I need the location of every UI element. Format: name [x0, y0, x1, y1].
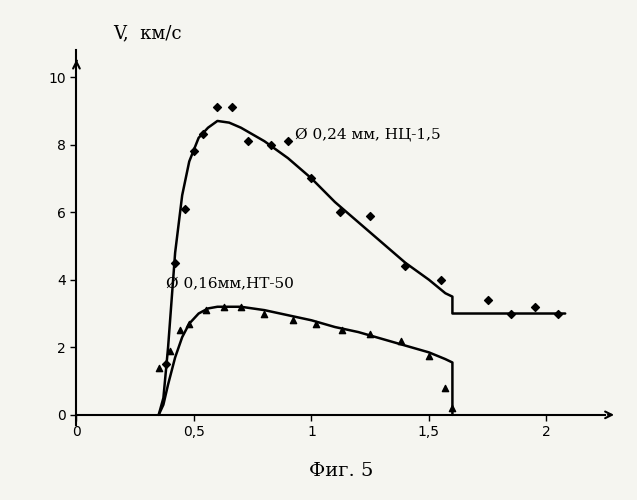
Point	[170, 259, 180, 267]
Point	[175, 326, 185, 334]
Point	[311, 320, 321, 328]
Point	[440, 384, 450, 392]
Point	[396, 336, 406, 344]
Point	[219, 303, 229, 311]
Point	[283, 137, 293, 145]
Point	[212, 104, 222, 112]
Point	[198, 130, 208, 138]
Point	[243, 137, 253, 145]
Point	[180, 205, 190, 213]
Point	[236, 303, 246, 311]
Point	[334, 208, 345, 216]
Point	[424, 352, 434, 360]
Point	[287, 316, 297, 324]
Point	[166, 346, 176, 354]
Point	[189, 148, 199, 156]
Point	[266, 140, 276, 148]
Text: Фиг. 5: Фиг. 5	[308, 462, 373, 480]
Point	[529, 303, 540, 311]
Point	[553, 310, 563, 318]
Point	[259, 310, 269, 318]
Point	[447, 404, 457, 412]
Point	[436, 276, 446, 283]
Point	[337, 326, 347, 334]
Point	[365, 330, 375, 338]
Point	[154, 364, 164, 372]
Point	[201, 306, 211, 314]
Point	[400, 262, 410, 270]
Point	[506, 310, 516, 318]
Point	[161, 360, 171, 368]
Text: Ø 0,24 мм, НЦ-1,5: Ø 0,24 мм, НЦ-1,5	[295, 128, 441, 141]
Point	[226, 104, 236, 112]
Text: V,  км/с: V, км/с	[113, 24, 182, 42]
Text: Ø 0,16мм,НТ-50: Ø 0,16мм,НТ-50	[166, 276, 294, 290]
Point	[365, 212, 375, 220]
Point	[483, 296, 493, 304]
Point	[306, 174, 317, 182]
Point	[184, 320, 194, 328]
